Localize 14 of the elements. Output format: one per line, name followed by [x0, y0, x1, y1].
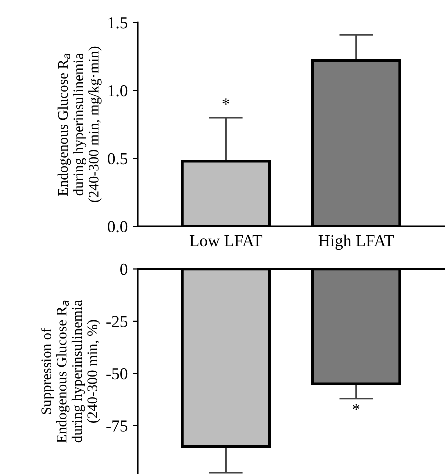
x-tick-label: High LFAT [318, 234, 394, 250]
annotation: * [222, 98, 230, 105]
y-axis-title: Suppression of Endogenous Glucose R$_{a}$ during hyperinsulinemia (240-300 min, %) [41, 300, 100, 444]
y-tick-label: 0 [120, 264, 128, 276]
y-tick-label: -75 [106, 420, 128, 432]
y-tick-label: 0.0 [108, 221, 128, 233]
annotation: * [353, 404, 360, 410]
y-tick-label: -25 [106, 316, 128, 328]
y-tick-label: 1.5 [108, 18, 128, 29]
y-tick-label: 1.0 [108, 85, 128, 97]
y-axis-title: Endogenous Glucose R$_{a}$ during hyperinsulinemia (240-300 min, mg/kg·min) [58, 46, 102, 202]
y-tick-label: 0.5 [108, 153, 128, 165]
x-tick-label: Low LFAT [190, 235, 263, 247]
y-tick-label: -50 [106, 368, 128, 380]
